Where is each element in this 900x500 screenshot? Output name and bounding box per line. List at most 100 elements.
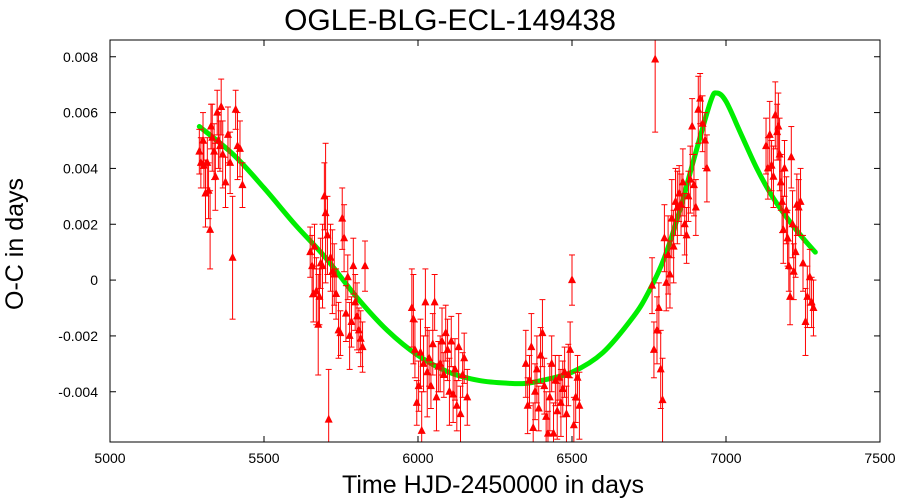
data-point-triangle — [211, 171, 220, 180]
data-point-triangle — [226, 157, 235, 166]
data-point-triangle — [326, 252, 335, 261]
data-point-triangle — [778, 196, 787, 205]
data-point-triangle — [551, 375, 560, 384]
data-point-triangle — [573, 372, 582, 381]
data-point-triangle — [671, 196, 680, 205]
data-point-triangle — [771, 110, 780, 119]
data-point-triangle — [223, 129, 232, 138]
data-point-triangle — [419, 358, 428, 367]
data-point-triangle — [694, 104, 703, 113]
data-point-triangle — [340, 233, 349, 242]
data-point-triangle — [788, 219, 797, 228]
y-axis-ticks: -0.004 -0.002 0 0.002 0.004 0.006 0.008 — [58, 49, 880, 400]
data-point-triangle — [556, 397, 565, 406]
data-point-triangle — [423, 367, 432, 376]
data-point-triangle — [801, 316, 810, 325]
data-point-triangle — [426, 381, 435, 390]
data-point-triangle — [345, 330, 354, 339]
data-point-triangle — [458, 370, 467, 378]
y-tick-label: -0.002 — [58, 328, 98, 344]
data-point-triangle — [460, 353, 469, 362]
data-point-triangle — [351, 297, 360, 306]
data-point-triangle — [543, 428, 552, 437]
data-point-triangle — [421, 297, 430, 306]
data-point-triangle — [667, 213, 676, 222]
data-point-triangle — [454, 342, 463, 351]
data-point-triangle — [449, 389, 458, 398]
data-point-triangle — [428, 339, 437, 348]
data-point-triangle — [779, 224, 788, 233]
x-tick-label: 5000 — [94, 450, 125, 466]
data-point-triangle — [809, 303, 818, 311]
data-point-triangle — [691, 202, 700, 211]
data-point-triangle — [221, 177, 230, 186]
data-point-triangle — [568, 275, 576, 284]
data-point-triangle — [660, 233, 669, 242]
data-point-triangle — [529, 423, 538, 432]
y-tick-label: -0.004 — [58, 384, 98, 400]
data-point-triangle — [575, 400, 584, 409]
data-point-triangle — [361, 261, 370, 270]
data-point-triangle — [430, 297, 439, 306]
fit-curve-layer — [196, 90, 818, 387]
data-point-triangle — [662, 277, 671, 286]
data-point-triangle — [456, 409, 465, 418]
data-point-triangle — [199, 135, 208, 144]
data-point-triangle — [566, 344, 575, 353]
data-point-triangle — [314, 319, 323, 328]
data-point-triangle — [315, 291, 324, 300]
chart-title: OGLE-BLG-ECL-149438 — [284, 4, 616, 37]
data-point-triangle — [210, 146, 219, 155]
data-point-triangle — [336, 328, 345, 337]
data-point-triangle — [195, 146, 204, 155]
data-point-triangle — [417, 425, 426, 434]
data-point-triangle — [414, 381, 423, 390]
data-point-triangle — [207, 121, 216, 130]
data-point-triangle — [306, 247, 315, 256]
data-point-triangle — [799, 258, 807, 267]
data-point-triangle — [341, 308, 350, 317]
data-point-triangle — [538, 328, 547, 337]
data-point-triangle — [553, 406, 562, 415]
data-point-triangle — [767, 160, 776, 169]
data-point-triangle — [523, 400, 532, 409]
data-point-triangle — [542, 411, 551, 420]
data-point-triangle — [353, 311, 362, 320]
data-point-triangle — [231, 104, 240, 113]
data-point-triangle — [463, 392, 472, 401]
data-point-triangle — [794, 202, 803, 211]
data-point-triangle — [688, 121, 697, 130]
data-point-triangle — [450, 364, 459, 373]
data-point-triangle — [235, 143, 244, 152]
data-point-triangle — [782, 205, 791, 214]
data-point-triangle — [787, 152, 796, 161]
data-point-triangle — [682, 230, 691, 239]
data-point-triangle — [204, 185, 213, 194]
data-point-triangle — [562, 409, 571, 418]
data-point-triangle — [696, 93, 705, 102]
data-point-triangle — [686, 174, 695, 183]
data-point-triangle — [347, 316, 356, 325]
data-point-triangle — [701, 135, 710, 144]
data-point-triangle — [439, 370, 448, 378]
data-point-triangle — [784, 261, 793, 270]
data-point-triangle — [774, 121, 783, 130]
data-point-triangle — [447, 336, 456, 345]
data-point-triangle — [791, 247, 800, 256]
data-point-triangle — [664, 249, 673, 258]
data-point-triangle — [675, 188, 684, 197]
data-point-triangle — [789, 266, 798, 275]
y-axis-label: O-C in days — [1, 178, 29, 310]
data-point-triangle — [358, 342, 367, 351]
y-tick-label: 0.002 — [63, 216, 98, 232]
data-point-triangle — [534, 403, 543, 412]
data-point-triangle — [780, 163, 789, 172]
data-point-triangle — [547, 358, 556, 367]
data-point-triangle — [571, 392, 580, 401]
data-point-triangle — [318, 261, 327, 270]
data-point-triangle — [651, 54, 660, 63]
data-point-triangle — [656, 364, 665, 373]
data-point-triangle — [653, 325, 662, 334]
data-point-triangle — [203, 157, 212, 166]
